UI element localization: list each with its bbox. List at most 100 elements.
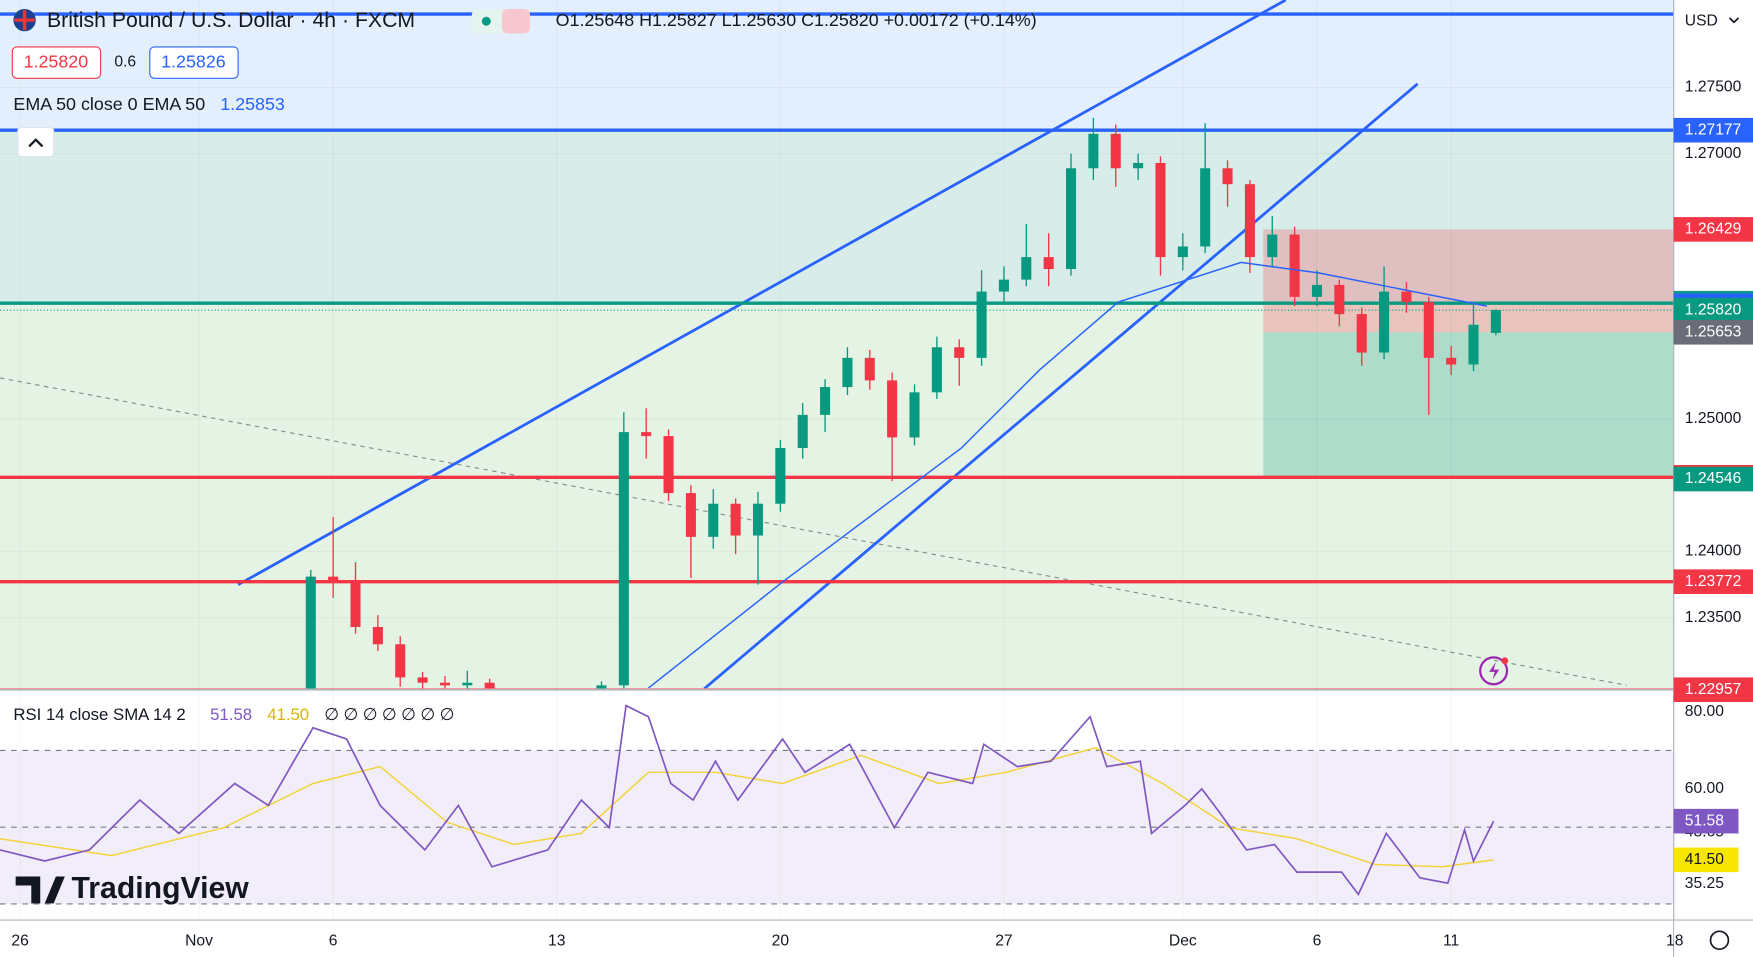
alert-dot [1501, 657, 1509, 665]
candle-body [663, 436, 674, 494]
y-tick-label: 1.27500 [1685, 79, 1742, 96]
axes: 1.23500 1.24000 1.25000 1.27000 1.27500 80.00… [11, 79, 1753, 949]
price-label-box [1673, 569, 1753, 594]
candle-body [305, 576, 316, 689]
candle-body [596, 685, 607, 689]
price-label: 1.24546 [1685, 470, 1742, 487]
candle-body [1267, 234, 1278, 258]
y-tick-label: 1.23500 [1685, 609, 1742, 626]
x-tick-label: 6 [1313, 932, 1322, 949]
candle-body [439, 682, 450, 686]
y-tick-label: 1.27000 [1685, 145, 1742, 162]
alert-bolt[interactable] [1489, 661, 1500, 680]
price-label-box [1673, 117, 1753, 143]
candle-body [1446, 357, 1457, 365]
zone [0, 130, 1674, 304]
rsi-label-box [1673, 847, 1739, 873]
price-label-box [1673, 466, 1753, 492]
candle-body [641, 432, 652, 437]
candle-body [372, 627, 383, 645]
candle-body [1490, 310, 1501, 333]
candle-body [350, 580, 361, 628]
candle-body [484, 682, 495, 689]
x-tick-label: 20 [772, 932, 790, 949]
price-label: 1.25653 [1685, 323, 1742, 340]
candle-body [730, 503, 741, 536]
ask-price[interactable]: 1.25826 [161, 51, 226, 71]
price-label-box [1673, 677, 1753, 703]
ema-legend: EMA 50 close 0 EMA 50 [13, 94, 205, 114]
candle-body [820, 387, 831, 415]
candle-body [1401, 291, 1412, 303]
candle-body [1356, 314, 1367, 353]
trend-line [237, 0, 1287, 586]
candle-body [1423, 302, 1434, 358]
y-tick-label: 1.24000 [1685, 543, 1742, 560]
rsi-sma-line [0, 747, 1494, 868]
rsi-legend-extra: ∅ ∅ ∅ ∅ ∅ ∅ ∅ [324, 705, 454, 724]
bid-price[interactable]: 1.25820 [24, 51, 89, 71]
price-label: 1.23772 [1685, 573, 1742, 590]
price-label: 1.27177 [1685, 121, 1742, 138]
candle-body [1311, 284, 1323, 297]
alert-icon[interactable] [1479, 656, 1509, 686]
candle-body [708, 503, 719, 537]
collapse-button[interactable] [17, 126, 55, 158]
trend-line [703, 82, 1419, 689]
rsi-label: 51.58 [1685, 812, 1724, 829]
candle-body [864, 357, 875, 381]
settings-icon[interactable] [1709, 930, 1730, 951]
brand-logo [15, 876, 65, 904]
candle-body [1133, 162, 1144, 169]
y-tick-label: 1.25000 [1685, 410, 1742, 427]
candle-body [909, 392, 920, 438]
rsi-tick-label: 35.25 [1685, 875, 1724, 892]
position-stop-zone [1263, 229, 1674, 333]
candle-body [1155, 162, 1166, 258]
rsi-tick-label: 80.00 [1685, 703, 1724, 720]
currency-caret[interactable] [1728, 17, 1740, 24]
candle-body [1289, 234, 1300, 297]
x-tick-label: 27 [995, 932, 1012, 949]
candle-body [685, 493, 696, 537]
candle-body [395, 644, 406, 678]
flag-cross [14, 10, 35, 31]
price-label-box [1673, 319, 1753, 345]
price-label: 1.26429 [1685, 221, 1742, 238]
collapse-icon[interactable] [28, 138, 44, 148]
candle-body [1379, 291, 1390, 353]
symbol-title: British Pound / U.S. Dollar · 4h · FXCM [47, 8, 415, 32]
candle-body [775, 448, 786, 504]
price-label-box [1673, 217, 1753, 242]
rsi-tick-label: 60.00 [1685, 780, 1724, 797]
rsi-value: 51.58 [210, 705, 252, 724]
status-dot [481, 16, 491, 26]
candle-body [328, 576, 339, 581]
candle-body [797, 414, 808, 449]
price-label: 1.22957 [1685, 681, 1742, 698]
rsi-label: 41.50 [1685, 851, 1724, 868]
candle-body [1334, 284, 1345, 315]
candle-body [618, 432, 629, 686]
ohlc-legend: O1.25648 H1.25827 L1.25630 C1.25820 +0.0… [556, 10, 1037, 30]
buy-button[interactable] [149, 46, 239, 79]
candle-body [1222, 168, 1233, 185]
sell-button[interactable] [11, 46, 102, 79]
currency[interactable]: USD [1685, 12, 1718, 29]
candle-body [752, 503, 764, 536]
candle-body [1200, 168, 1211, 247]
rsi-sma-value: 41.50 [267, 705, 309, 724]
zone [0, 0, 1674, 131]
grid [0, 0, 1676, 921]
candle-body [1065, 168, 1077, 270]
candle-body [887, 380, 898, 438]
candle-body [1043, 257, 1054, 270]
zones [0, 0, 1674, 689]
trend-line-dashed [0, 377, 1627, 686]
candle-body [417, 677, 428, 683]
brand-name: TradingView [72, 872, 250, 905]
ema-value: 1.25853 [220, 94, 285, 114]
rsi-label-box [1673, 808, 1739, 834]
candle-body [1177, 246, 1188, 258]
